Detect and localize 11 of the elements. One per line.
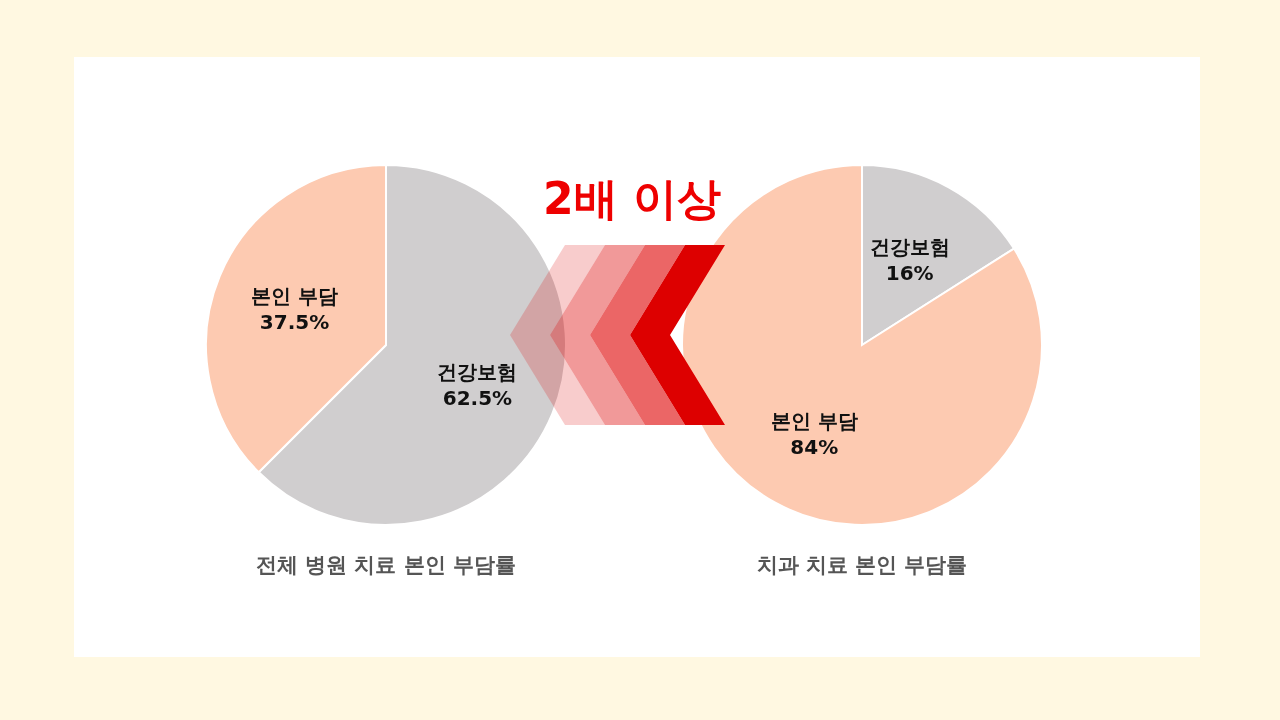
slice-label: 본인 부담: [770, 408, 858, 433]
data-label: 16%: [885, 261, 934, 286]
text: 전체 병원 치료 본인 부담률: [255, 553, 517, 577]
text: 치과 치료 본인 부담률: [756, 553, 968, 577]
data-label: 62.5%: [442, 385, 513, 410]
data-label: 84%: [790, 434, 839, 459]
data-label: 37.5%: [259, 310, 330, 335]
slice-label: 건강보험: [437, 359, 518, 384]
slice-label: 본인 부담: [251, 284, 339, 309]
text: 2배 이상: [543, 173, 721, 224]
slice-label: 건강보험: [869, 235, 950, 260]
